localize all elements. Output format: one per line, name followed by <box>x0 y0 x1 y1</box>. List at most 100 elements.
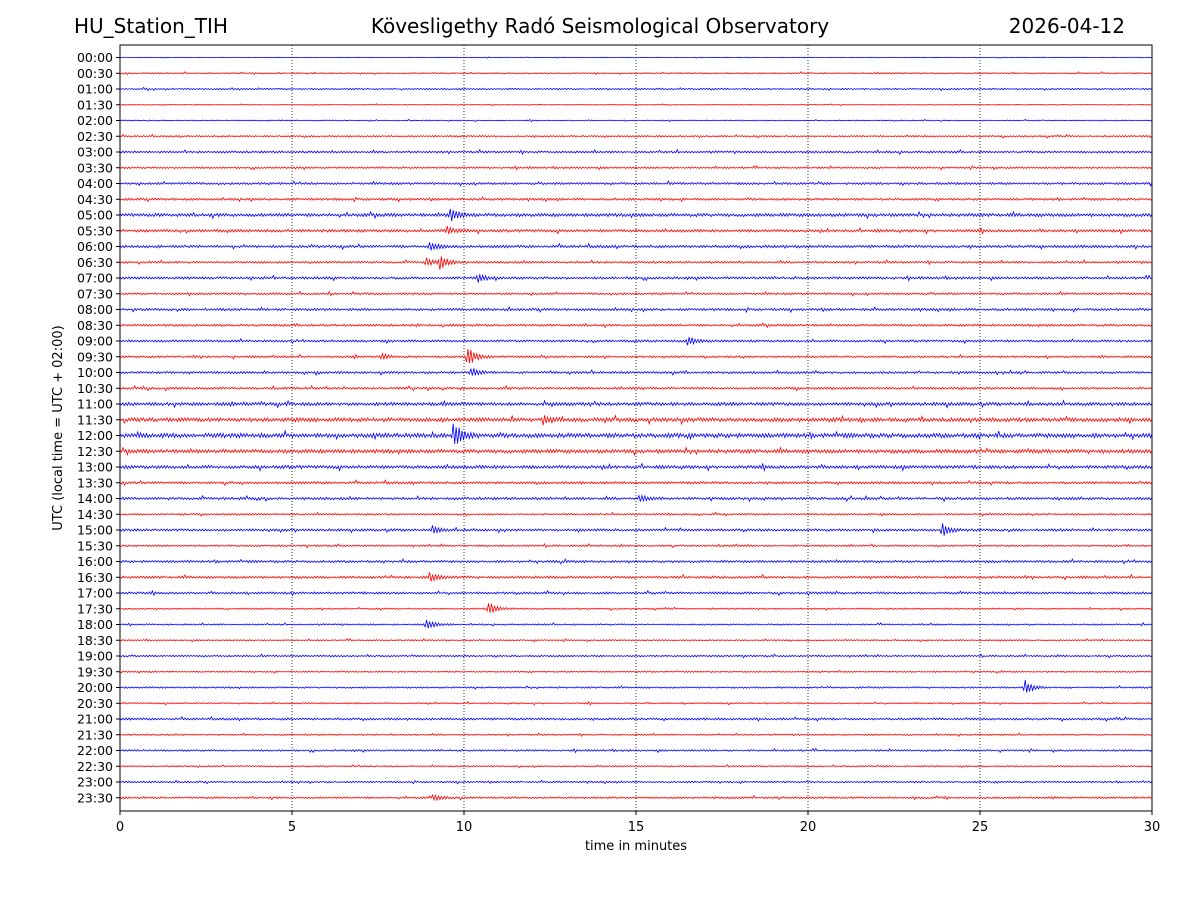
trace-1830 <box>119 638 1153 643</box>
y-tick-label: 01:00 <box>77 82 113 97</box>
y-tick-label: 07:00 <box>77 271 113 286</box>
y-tick-label: 18:00 <box>77 617 113 632</box>
trace-1800 <box>119 619 1153 629</box>
y-tick-label: 23:00 <box>77 775 113 790</box>
trace-0000 <box>119 56 1153 59</box>
y-tick-label: 17:30 <box>77 601 113 616</box>
trace-0430 <box>119 196 1153 203</box>
y-tick-label: 06:30 <box>77 255 113 270</box>
trace-1130 <box>119 414 1153 426</box>
trace-0930 <box>119 348 1153 364</box>
y-tick-label: 16:00 <box>77 554 113 569</box>
x-tick-label: 5 <box>288 820 296 835</box>
y-tick-label: 05:30 <box>77 223 113 238</box>
y-tick-label: 03:30 <box>77 160 113 175</box>
trace-0830 <box>119 322 1153 329</box>
y-tick-label: 00:30 <box>77 66 113 81</box>
trace-2230 <box>119 763 1153 769</box>
y-tick-label: 22:30 <box>77 759 113 774</box>
y-tick-label: 19:30 <box>77 664 113 679</box>
y-tick-label: 10:00 <box>77 365 113 380</box>
trace-2030 <box>119 701 1153 706</box>
y-tick-label: 02:00 <box>77 113 113 128</box>
x-tick-label: 0 <box>116 820 124 835</box>
trace-2000 <box>119 679 1153 693</box>
x-tick-label: 20 <box>800 820 817 835</box>
trace-1630 <box>119 572 1153 582</box>
trace-0700 <box>119 273 1153 283</box>
trace-2330 <box>119 793 1153 802</box>
trace-1000 <box>119 368 1153 376</box>
y-tick-label: 13:30 <box>77 475 113 490</box>
plot-frame <box>119 44 1153 812</box>
trace-0300 <box>119 148 1153 156</box>
x-tick-label: 30 <box>1144 820 1161 835</box>
y-tick-label: 01:30 <box>77 97 113 112</box>
trace-0900 <box>119 337 1153 346</box>
station-name: HU_Station_TIH <box>74 14 228 38</box>
y-tick-label: 15:00 <box>77 523 113 538</box>
trace-1530 <box>119 542 1153 549</box>
y-tick-label: 03:00 <box>77 145 113 160</box>
trace-2200 <box>119 747 1153 754</box>
trace-2300 <box>119 779 1153 785</box>
trace-0130 <box>119 103 1153 107</box>
trace-1300 <box>119 462 1153 472</box>
y-tick-label: 07:30 <box>77 286 113 301</box>
y-tick-label: 23:30 <box>77 790 113 805</box>
y-tick-label: 22:00 <box>77 743 113 758</box>
y-tick-label: 15:30 <box>77 538 113 553</box>
axis-layer: 0 5 10 15 20 25 30 00:0000:3001:0001:3002:0002:… <box>77 50 1160 835</box>
trace-0730 <box>119 290 1153 297</box>
trace-0530 <box>119 226 1153 235</box>
y-tick-label: 09:00 <box>77 334 113 349</box>
trace-1730 <box>119 603 1153 613</box>
y-tick-label: 21:00 <box>77 712 113 727</box>
x-tick-label: 25 <box>972 820 989 835</box>
trace-1500 <box>119 523 1153 536</box>
y-tick-label: 20:00 <box>77 680 113 695</box>
x-tick-label: 10 <box>456 820 473 835</box>
y-tick-label: 00:00 <box>77 50 113 65</box>
record-date: 2026-04-12 <box>1008 14 1125 38</box>
y-tick-label: 04:00 <box>77 176 113 191</box>
trace-0030 <box>119 71 1153 76</box>
y-tick-label: 21:30 <box>77 727 113 742</box>
trace-1400 <box>119 494 1153 503</box>
y-tick-label: 10:30 <box>77 381 113 396</box>
y-tick-label: 13:00 <box>77 460 113 475</box>
y-tick-label: 08:00 <box>77 302 113 317</box>
y-tick-label: 12:30 <box>77 444 113 459</box>
trace-0330 <box>119 165 1153 171</box>
y-tick-label: 14:00 <box>77 491 113 506</box>
y-tick-label: 11:00 <box>77 397 113 412</box>
trace-0630 <box>119 256 1153 270</box>
y-tick-label: 09:30 <box>77 349 113 364</box>
observatory-title: Kövesligethy Radó Seismological Observat… <box>370 14 830 38</box>
trace-0100 <box>119 86 1153 92</box>
trace-0600 <box>119 242 1153 251</box>
trace-1700 <box>119 589 1153 597</box>
y-tick-label: 05:00 <box>77 208 113 223</box>
trace-0500 <box>119 208 1153 222</box>
y-axis-label: UTC (local time = UTC + 02:00) <box>51 325 66 530</box>
y-tick-label: 14:30 <box>77 507 113 522</box>
x-axis-label: time in minutes <box>585 839 687 854</box>
y-tick-label: 08:30 <box>77 318 113 333</box>
trace-0230 <box>119 133 1153 139</box>
trace-1930 <box>119 669 1153 674</box>
x-tick-label: 15 <box>628 820 645 835</box>
y-tick-label: 16:30 <box>77 570 113 585</box>
trace-1430 <box>119 511 1153 517</box>
trace-1230 <box>119 446 1153 457</box>
trace-1600 <box>119 558 1153 565</box>
trace-1900 <box>119 653 1153 659</box>
y-tick-label: 17:00 <box>77 586 113 601</box>
y-tick-label: 04:30 <box>77 192 113 207</box>
y-tick-label: 11:30 <box>77 412 113 427</box>
trace-2130 <box>119 732 1153 738</box>
trace-1200 <box>119 423 1153 444</box>
trace-0800 <box>119 305 1153 314</box>
trace-0200 <box>119 118 1153 123</box>
